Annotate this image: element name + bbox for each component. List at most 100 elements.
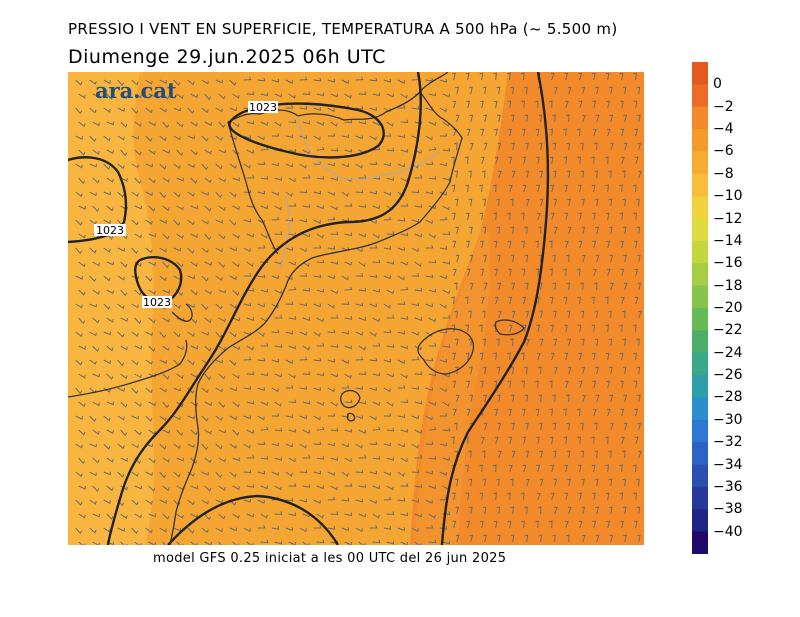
wind-barb xyxy=(414,233,422,238)
wind-barb xyxy=(383,471,391,476)
wind-barb xyxy=(120,317,128,322)
wind-barb xyxy=(313,415,321,421)
wind-barb xyxy=(442,231,451,235)
wind-barb xyxy=(355,527,363,533)
wind-barb xyxy=(271,191,279,196)
wind-barb xyxy=(537,492,541,501)
wind-barb xyxy=(341,134,350,138)
wind-barb xyxy=(383,133,392,137)
wind-barb xyxy=(103,191,111,196)
wind-barb xyxy=(302,261,310,267)
wind-barb xyxy=(481,296,485,305)
wind-barb xyxy=(316,288,324,293)
wind-barb xyxy=(492,184,497,193)
wind-barb xyxy=(581,198,585,207)
wind-barb xyxy=(316,401,324,406)
wind-barb xyxy=(299,386,308,390)
wind-barb xyxy=(145,275,153,282)
wind-barb xyxy=(468,170,472,179)
wind-barb xyxy=(465,464,469,473)
wind-barb xyxy=(229,387,237,392)
wind-barb xyxy=(496,478,500,487)
wind-barb xyxy=(386,177,394,182)
wind-barb xyxy=(479,324,483,333)
wind-barb xyxy=(341,527,349,532)
wind-barb xyxy=(330,289,338,294)
wind-barb xyxy=(496,226,501,235)
wind-barb xyxy=(103,275,111,282)
wind-barb xyxy=(176,457,184,462)
wind-barb xyxy=(313,274,322,278)
wind-barb xyxy=(330,147,339,152)
wind-barb xyxy=(554,366,558,375)
wind-barb xyxy=(494,436,499,445)
wind-barb xyxy=(271,526,280,530)
wind-barb xyxy=(564,212,569,221)
wind-barb xyxy=(565,114,570,123)
wind-barb xyxy=(243,386,252,390)
wind-barb xyxy=(621,436,625,445)
wind-barb xyxy=(285,330,294,335)
wind-barb xyxy=(522,156,527,165)
wind-barb xyxy=(148,289,156,295)
wind-barb xyxy=(243,527,251,533)
wind-barb xyxy=(567,86,572,95)
wind-barb xyxy=(497,254,501,263)
wind-barb xyxy=(465,324,469,333)
wind-barb xyxy=(92,513,100,518)
wind-barb xyxy=(187,443,195,449)
balearic-islands xyxy=(340,319,525,422)
wind-barb xyxy=(271,442,280,447)
wind-barb xyxy=(117,107,125,112)
wind-barb xyxy=(148,457,156,464)
isobar-south xyxy=(167,494,340,545)
wind-barb xyxy=(591,324,596,333)
wind-barb xyxy=(637,394,641,403)
temperature-field-west xyxy=(68,72,154,545)
wind-barb xyxy=(120,177,128,182)
wind-barb xyxy=(204,429,212,435)
wind-barb xyxy=(190,485,198,490)
wind-barb xyxy=(106,93,114,100)
wind-barb xyxy=(120,401,128,408)
wind-barb xyxy=(257,190,266,195)
wind-barb xyxy=(400,232,409,237)
wind-barb xyxy=(173,303,181,309)
wind-barb xyxy=(594,338,599,347)
wind-barb xyxy=(131,303,139,309)
wind-barb xyxy=(120,345,128,351)
wind-barb xyxy=(397,359,405,364)
wind-barb xyxy=(201,471,209,476)
wind-barb xyxy=(372,317,380,323)
wind-barb xyxy=(451,296,455,305)
wind-barb xyxy=(299,106,308,110)
wind-barb xyxy=(482,86,487,95)
wind-barb xyxy=(260,233,268,239)
wind-barb xyxy=(595,394,600,403)
wind-barb xyxy=(492,324,497,333)
wind-barb xyxy=(452,352,456,361)
wind-barb xyxy=(232,457,240,462)
wind-barb xyxy=(89,527,97,534)
wind-barb xyxy=(134,429,142,436)
wind-barb xyxy=(620,520,624,529)
wind-barb xyxy=(229,275,237,281)
wind-barb xyxy=(469,366,473,375)
wind-barb xyxy=(552,394,556,403)
wind-barb xyxy=(383,387,391,393)
wind-barb xyxy=(386,147,395,152)
wind-barb xyxy=(566,282,570,291)
wind-barb xyxy=(428,121,436,126)
wind-barb xyxy=(271,329,280,334)
wind-barb xyxy=(414,484,423,488)
wind-barb xyxy=(564,464,568,473)
wind-barb xyxy=(608,170,612,179)
wind-barb xyxy=(577,184,582,193)
wind-barb xyxy=(481,310,486,319)
wind-barb xyxy=(494,296,499,305)
wind-barb xyxy=(187,359,195,366)
wind-barb xyxy=(103,163,111,170)
wind-barb xyxy=(369,415,377,421)
wind-barb xyxy=(525,422,529,431)
wind-barb xyxy=(344,286,353,291)
